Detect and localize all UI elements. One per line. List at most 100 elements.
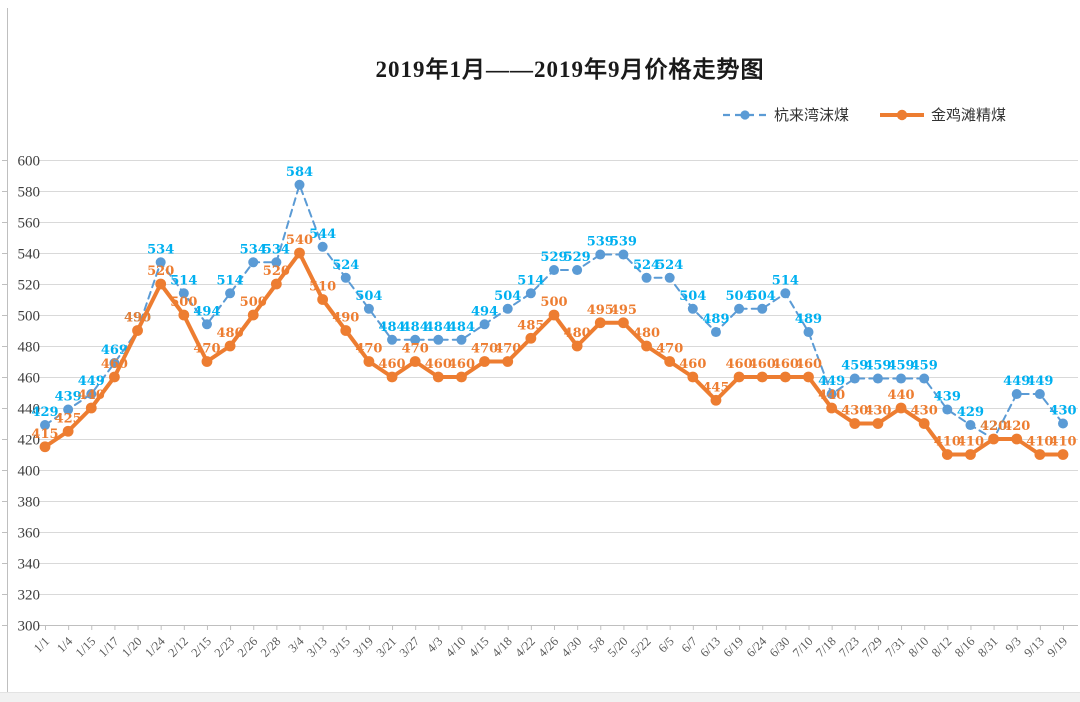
data-point-marker [270, 278, 282, 290]
data-point-label: 410 [934, 435, 961, 450]
data-point-marker [155, 257, 166, 268]
data-point-label: 449 [818, 374, 845, 389]
data-point-marker [155, 278, 167, 290]
series-jinjitan: 4154254404604905205004704805005205405104… [31, 233, 1077, 460]
x-axis-label: 2/23 [212, 634, 238, 660]
data-point-marker [502, 303, 513, 314]
data-point-marker [340, 272, 351, 283]
data-point-label: 544 [309, 227, 336, 242]
data-point-marker [918, 418, 930, 429]
x-axis-label: 7/29 [859, 634, 885, 660]
data-point-marker [40, 420, 50, 431]
data-point-marker [433, 334, 444, 345]
data-point-label: 484 [425, 320, 452, 335]
data-point-marker [734, 303, 745, 314]
x-axis-label: 6/5 [656, 634, 677, 655]
x-axis-label: 7/18 [813, 634, 839, 660]
legend-marker-dashed-blue-icon [723, 109, 767, 120]
data-point-marker [201, 356, 213, 367]
data-point-label: 460 [795, 357, 822, 372]
x-axis-label: 4/22 [512, 634, 538, 660]
data-point-label: 504 [355, 289, 382, 304]
data-point-marker [1058, 418, 1068, 429]
data-point-label: 429 [957, 405, 984, 420]
x-axis-label: 3/19 [350, 634, 376, 660]
legend-item-hanglaiwan: 杭来湾沫煤 [722, 104, 849, 125]
data-point-marker [294, 179, 305, 190]
data-point-label: 534 [263, 242, 290, 257]
data-point-marker [317, 241, 328, 252]
data-point-label: 449 [1026, 374, 1053, 389]
data-point-marker [872, 418, 884, 429]
y-axis-label: 560 [18, 216, 41, 232]
chart-legend: 杭来湾沫煤 金鸡滩精煤 [722, 104, 1006, 125]
data-point-marker [549, 265, 559, 276]
data-point-label: 494 [471, 304, 498, 319]
data-point-marker [224, 340, 236, 352]
data-point-marker [109, 358, 120, 369]
data-point-marker [109, 371, 120, 383]
legend-label-jinjitan: 金鸡滩精煤 [931, 108, 1007, 124]
y-axis-label: 460 [18, 371, 41, 387]
x-axis-label: 4/15 [466, 634, 492, 660]
data-point-label: 425 [55, 411, 82, 426]
data-point-marker [1034, 389, 1045, 400]
data-point-label: 524 [332, 258, 359, 273]
data-point-label: 490 [124, 311, 151, 326]
y-axis-label: 480 [18, 340, 41, 356]
data-point-label: 484 [448, 320, 475, 335]
y-axis-label: 420 [18, 433, 41, 449]
data-point-label: 489 [795, 312, 822, 327]
data-point-label: 470 [193, 342, 220, 357]
x-axis-label: 8/16 [952, 634, 978, 660]
data-point-label: 539 [610, 235, 637, 250]
data-point-label: 445 [702, 380, 729, 395]
x-axis-label: 1/15 [73, 634, 99, 660]
data-point-marker [409, 356, 421, 367]
x-axis-label: 4/30 [559, 634, 585, 660]
data-point-marker [664, 272, 675, 283]
x-axis-label: 4/26 [535, 634, 561, 660]
data-point-label: 459 [841, 359, 868, 374]
data-point-marker [803, 371, 814, 383]
data-point-marker [386, 371, 398, 383]
data-point-label: 439 [55, 390, 82, 405]
data-point-label: 529 [564, 250, 591, 265]
data-point-marker [479, 319, 490, 330]
x-axis-label: 7/31 [883, 634, 909, 660]
x-axis-label: 6/13 [697, 634, 723, 660]
data-point-label: 500 [240, 295, 267, 310]
x-axis-label: 9/3 [1003, 634, 1024, 655]
data-point-marker [456, 371, 467, 383]
data-point-label: 460 [749, 357, 776, 372]
x-axis-label: 9/19 [1044, 634, 1070, 660]
data-point-label: 495 [610, 303, 637, 318]
data-point-marker [63, 404, 74, 415]
data-point-marker [525, 288, 536, 299]
data-point-label: 470 [402, 342, 429, 357]
legend-marker-solid-orange-icon [880, 109, 925, 120]
data-point-marker [780, 288, 791, 299]
x-axis-label: 8/12 [929, 634, 955, 660]
data-point-label: 430 [864, 404, 891, 419]
x-axis-label: 7/10 [790, 634, 816, 660]
x-axis-label: 3/15 [327, 634, 353, 660]
data-point-marker [826, 402, 838, 414]
data-point-label: 500 [170, 295, 197, 310]
data-point-label: 510 [309, 280, 336, 295]
data-point-marker [942, 404, 953, 415]
data-point-marker [1011, 389, 1022, 400]
data-point-label: 504 [494, 289, 521, 304]
data-point-marker [178, 309, 190, 321]
data-point-marker [896, 373, 907, 384]
data-point-label: 470 [494, 342, 521, 357]
data-point-marker [710, 394, 722, 406]
data-point-marker [248, 257, 259, 268]
x-axis-label: 1/24 [142, 634, 168, 660]
x-axis-label: 3/13 [304, 634, 330, 660]
data-point-label: 524 [633, 258, 660, 273]
data-point-marker [594, 317, 606, 329]
data-point-label: 440 [78, 388, 105, 403]
data-point-label: 460 [772, 357, 799, 372]
